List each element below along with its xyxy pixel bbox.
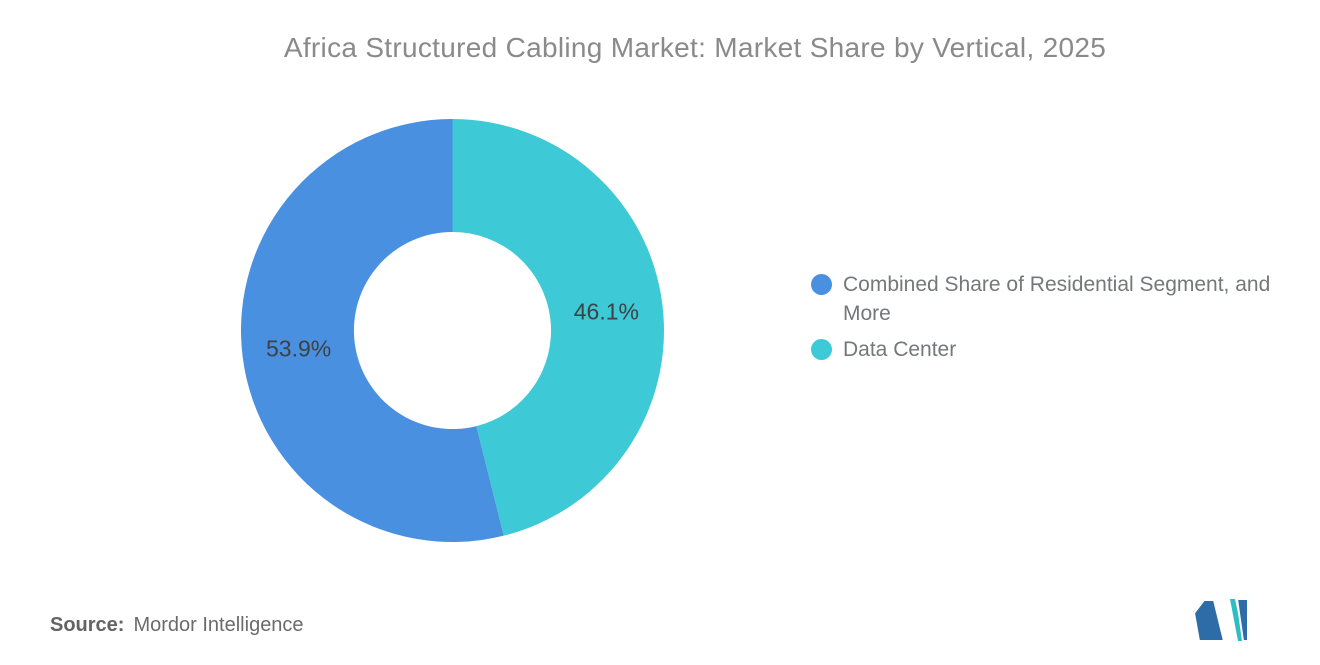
donut-svg [241, 119, 664, 542]
slice-label-0: 53.9% [266, 335, 332, 362]
source-label: Source: [50, 614, 125, 636]
legend-item-residential[interactable]: Combined Share of Residential Segment, a… [811, 270, 1281, 328]
source-value: Mordor Intelligence [133, 614, 304, 636]
mordor-intelligence-logo-icon [1192, 598, 1249, 641]
donut-slice-1[interactable] [452, 119, 664, 536]
donut-slice-0[interactable] [241, 119, 504, 542]
donut-chart: 53.9% 46.1% [241, 119, 664, 542]
slice-label-1: 46.1% [573, 298, 639, 325]
legend-label-residential: Combined Share of Residential Segment, a… [843, 273, 1271, 325]
legend-marker-residential-icon [811, 274, 832, 295]
legend-marker-data-center-icon [811, 339, 832, 360]
chart-title: Africa Structured Cabling Market: Market… [283, 32, 1107, 63]
chart-legend: Combined Share of Residential Segment, a… [811, 270, 1281, 371]
source-line: Source: Mordor Intelligence [50, 614, 304, 637]
legend-label-data-center: Data Center [843, 338, 957, 361]
legend-item-data-center[interactable]: Data Center [811, 335, 1281, 364]
